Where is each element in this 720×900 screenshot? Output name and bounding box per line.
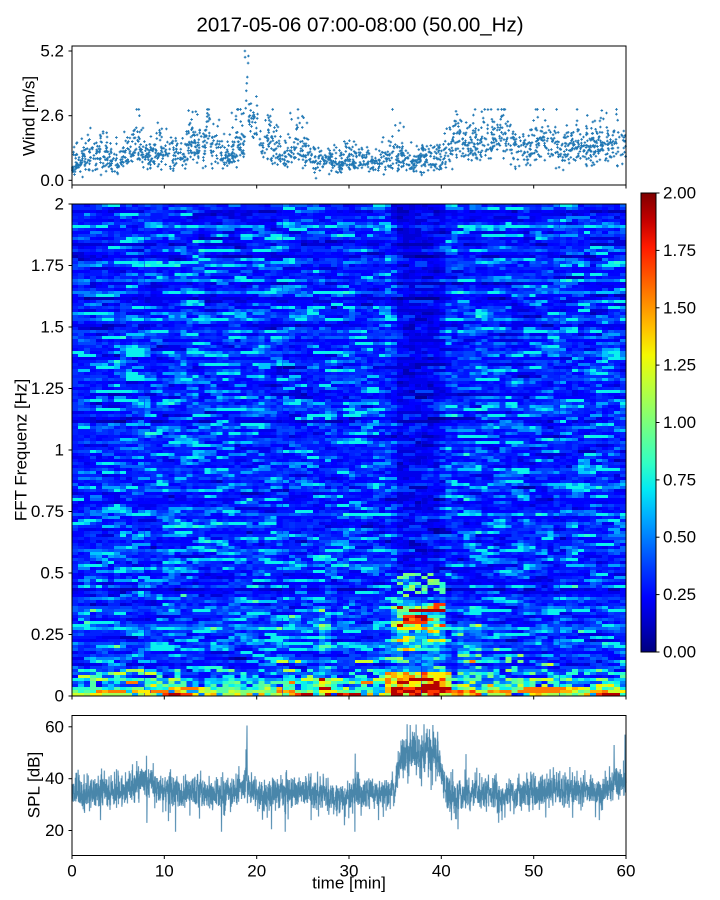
svg-text:0.50: 0.50 (663, 528, 696, 547)
svg-text:0.25: 0.25 (663, 585, 696, 604)
svg-text:0.0: 0.0 (40, 171, 64, 190)
svg-text:1.5: 1.5 (40, 318, 64, 337)
svg-text:SPL [dB]: SPL [dB] (25, 752, 44, 818)
svg-text:Wind [m/s]: Wind [m/s] (20, 76, 39, 156)
svg-text:10: 10 (155, 862, 174, 881)
svg-text:0: 0 (67, 862, 76, 881)
svg-text:20: 20 (247, 862, 266, 881)
svg-text:0.25: 0.25 (31, 625, 64, 644)
svg-text:0.75: 0.75 (31, 502, 64, 521)
svg-text:0.00: 0.00 (663, 643, 696, 662)
svg-text:1.75: 1.75 (663, 241, 696, 260)
svg-text:0.5: 0.5 (40, 564, 64, 583)
svg-text:FFT Frequenz [Hz]: FFT Frequenz [Hz] (12, 379, 31, 521)
svg-text:40: 40 (432, 862, 451, 881)
svg-text:2: 2 (55, 195, 64, 214)
svg-text:1: 1 (55, 441, 64, 460)
svg-text:1.50: 1.50 (663, 298, 696, 317)
svg-text:20: 20 (45, 821, 64, 840)
svg-text:2.00: 2.00 (663, 184, 696, 203)
svg-text:1.75: 1.75 (31, 256, 64, 275)
svg-text:0.75: 0.75 (663, 470, 696, 489)
svg-text:time [min]: time [min] (312, 874, 386, 893)
svg-text:0: 0 (55, 687, 64, 706)
svg-text:1.25: 1.25 (31, 379, 64, 398)
svg-text:1.00: 1.00 (663, 413, 696, 432)
svg-text:60: 60 (617, 862, 636, 881)
svg-text:50: 50 (524, 862, 543, 881)
svg-text:5.2: 5.2 (40, 42, 64, 61)
svg-text:2017-05-06 07:00-08:00 (50.00_: 2017-05-06 07:00-08:00 (50.00_Hz) (196, 14, 523, 37)
svg-text:2.6: 2.6 (40, 106, 64, 125)
svg-text:1.25: 1.25 (663, 356, 696, 375)
svg-text:60: 60 (45, 717, 64, 736)
svg-text:40: 40 (45, 769, 64, 788)
svg-text:30: 30 (340, 862, 359, 881)
